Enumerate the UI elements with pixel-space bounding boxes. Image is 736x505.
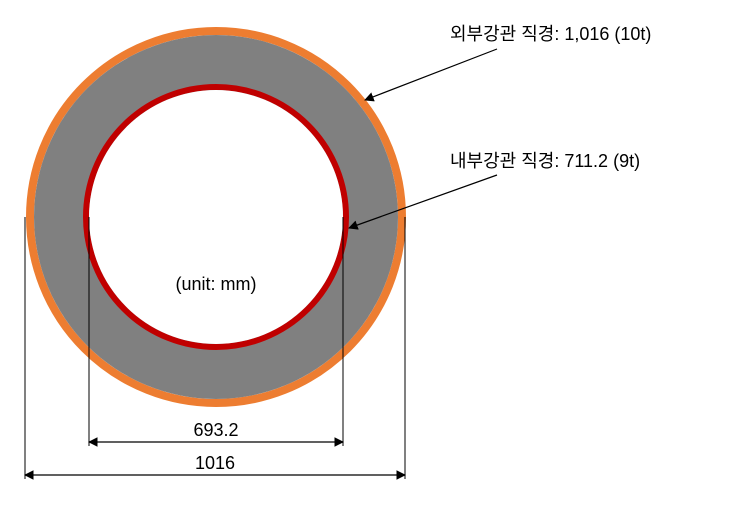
inner-pipe [86,87,346,347]
inner-pipe-fill [89,90,343,344]
unit-label: (unit: mm) [176,274,257,294]
callout-outer-line [365,49,497,100]
callout-outer-label: 외부강관 직경: 1,016 (10t) [450,24,651,44]
callout-inner-label: 내부강관 직경: 711.2 (9t) [450,151,640,171]
dim-outer-label: 1016 [195,453,235,473]
callout-outer: 외부강관 직경: 1,016 (10t) [365,24,651,100]
dim-inner-label: 693.2 [193,420,238,440]
